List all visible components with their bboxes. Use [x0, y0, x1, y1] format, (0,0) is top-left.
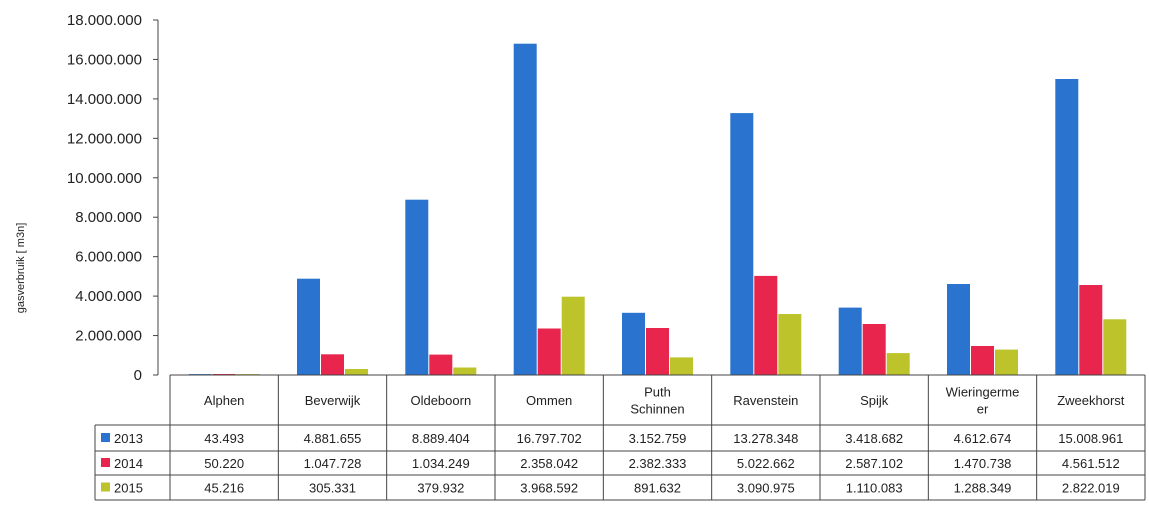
data-label: 2.822.019 [1062, 481, 1120, 496]
bar-2014-3 [538, 329, 561, 376]
bar-2013-5 [730, 113, 753, 375]
legend-key-2013 [101, 433, 110, 442]
legend-label: 2014 [114, 456, 143, 471]
data-label: 3.418.682 [845, 431, 903, 446]
data-label: 8.889.404 [412, 431, 470, 446]
bar-2013-1 [297, 279, 320, 375]
data-table: Alphen Beverwijk Oldeboorn Ommen Puth Schinne… [95, 375, 1145, 500]
data-label: 3.968.592 [520, 481, 578, 496]
data-label: 1.034.249 [412, 456, 470, 471]
y-tick-label: 6.000.000 [75, 249, 142, 266]
bar-2015-5 [778, 314, 801, 375]
legend-label: 2015 [114, 481, 143, 496]
y-axis-label: gasverbruik [ m3n] [15, 223, 27, 313]
data-label: 891.632 [634, 481, 681, 496]
bar-2013-8 [1055, 79, 1078, 375]
data-label: 45.216 [204, 481, 244, 496]
category-label: Ravenstein [733, 393, 798, 408]
legend-label: 2013 [114, 431, 143, 446]
y-tick-label: 8.000.000 [75, 209, 142, 226]
category-label: Beverwijk [305, 393, 361, 408]
bar-2013-7 [947, 284, 970, 375]
data-label: 5.022.662 [737, 456, 795, 471]
data-label: 1.047.728 [304, 456, 362, 471]
category-label: Spijk [860, 393, 889, 408]
y-tick-label: 2.000.000 [75, 328, 142, 345]
bar-2014-7 [971, 346, 994, 375]
bar-2015-3 [562, 297, 585, 375]
data-label: 15.008.961 [1058, 431, 1123, 446]
data-label: 305.331 [309, 481, 356, 496]
category-label: er [977, 402, 989, 417]
data-label: 2.587.102 [845, 456, 903, 471]
bar-2013-6 [839, 308, 862, 375]
category-label: Zweekhorst [1057, 393, 1125, 408]
y-axis: 0 2.000.000 4.000.000 6.000.000 8.000.000 10.… [67, 12, 158, 384]
data-label: 2.358.042 [520, 456, 578, 471]
bar-2015-6 [887, 353, 910, 375]
bar-2014-5 [754, 276, 777, 375]
category-label: Ommen [526, 393, 572, 408]
category-label: Puth [644, 385, 671, 400]
data-label: 2.382.333 [629, 456, 687, 471]
data-label: 3.152.759 [629, 431, 687, 446]
bar-2013-3 [514, 44, 537, 375]
bar-2014-1 [321, 354, 344, 375]
data-label: 4.881.655 [304, 431, 362, 446]
category-label: Oldeboorn [410, 393, 471, 408]
data-label: 1.470.738 [954, 456, 1012, 471]
data-label: 4.612.674 [954, 431, 1012, 446]
y-tick-label: 18.000.000 [67, 12, 142, 29]
data-label: 1.288.349 [954, 481, 1012, 496]
y-tick-label: 0 [134, 367, 142, 384]
bar-2013-2 [405, 200, 428, 375]
y-tick-label: 10.000.000 [67, 170, 142, 187]
data-label: 1.110.083 [846, 481, 903, 496]
y-tick-label: 14.000.000 [67, 91, 142, 108]
y-tick-label: 12.000.000 [67, 130, 142, 147]
bar-2015-8 [1103, 319, 1126, 375]
category-label: Schinnen [630, 402, 684, 417]
data-label: 379.932 [417, 481, 464, 496]
y-tick-label: 16.000.000 [67, 51, 142, 68]
bar-2015-4 [670, 357, 693, 375]
y-tick-label: 4.000.000 [75, 288, 142, 305]
data-label: 4.561.512 [1062, 456, 1120, 471]
data-label: 16.797.702 [517, 431, 582, 446]
bar-2015-7 [995, 350, 1018, 375]
bar-2014-2 [429, 355, 452, 375]
data-label: 3.090.975 [737, 481, 795, 496]
bar-2015-1 [345, 369, 368, 375]
bar-2015-2 [453, 368, 476, 376]
legend-key-2015 [101, 483, 110, 492]
data-label: 13.278.348 [733, 431, 798, 446]
bar-2013-4 [622, 313, 645, 375]
data-label: 43.493 [204, 431, 244, 446]
category-label: Alphen [204, 393, 244, 408]
bar-2014-4 [646, 328, 669, 375]
bar-2014-6 [863, 324, 886, 375]
category-label: Wieringerme [946, 385, 1020, 400]
bar-2014-8 [1079, 285, 1102, 375]
data-label: 50.220 [204, 456, 244, 471]
bars [189, 44, 1127, 375]
legend-key-2014 [101, 458, 110, 467]
